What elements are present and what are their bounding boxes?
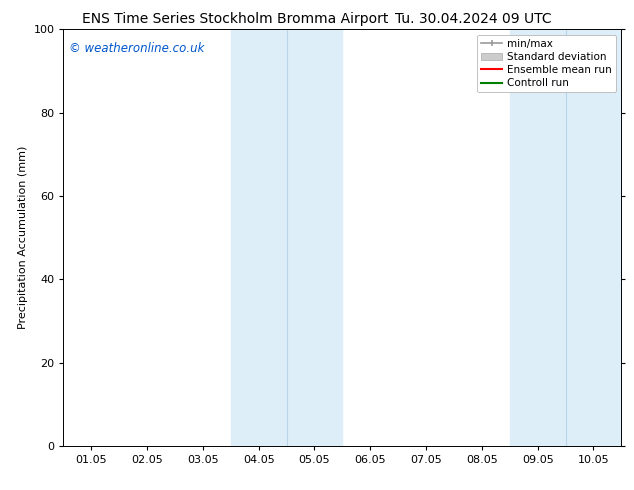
Text: © weatheronline.co.uk: © weatheronline.co.uk	[69, 42, 204, 55]
Bar	[510, 29, 621, 446]
Y-axis label: Precipitation Accumulation (mm): Precipitation Accumulation (mm)	[18, 146, 28, 329]
Text: Tu. 30.04.2024 09 UTC: Tu. 30.04.2024 09 UTC	[395, 12, 552, 26]
Text: ENS Time Series Stockholm Bromma Airport: ENS Time Series Stockholm Bromma Airport	[82, 12, 389, 26]
Legend: min/max, Standard deviation, Ensemble mean run, Controll run: min/max, Standard deviation, Ensemble me…	[477, 35, 616, 92]
Bar	[231, 29, 342, 446]
